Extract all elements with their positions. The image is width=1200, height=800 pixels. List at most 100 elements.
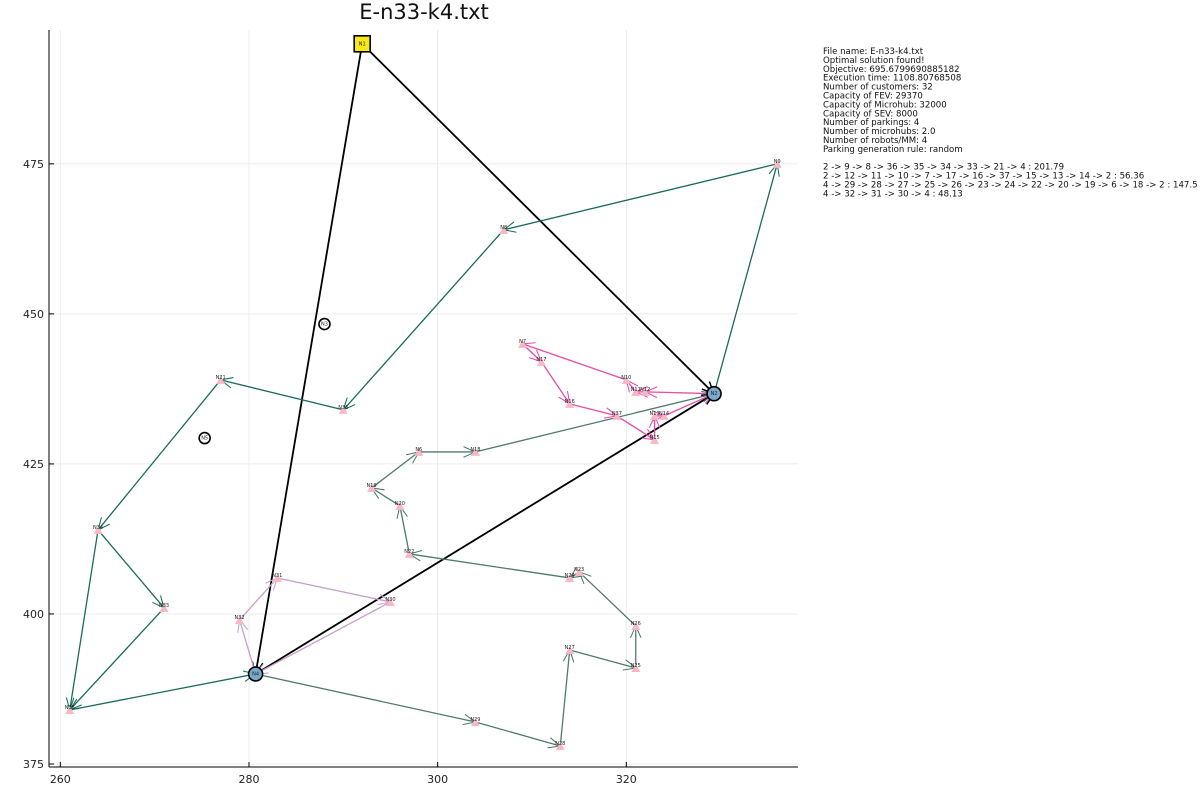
customer-label: N27 — [565, 645, 575, 651]
route-arrowhead — [558, 396, 570, 405]
parking-label: N3 — [321, 322, 328, 328]
route-edge — [69, 529, 99, 711]
microhub-marker — [247, 666, 264, 682]
route-arrowhead — [569, 575, 583, 579]
x-tick-label: 320 — [616, 773, 637, 786]
customer-marker — [93, 525, 103, 534]
customer-marker — [565, 645, 575, 654]
customer-marker — [159, 603, 169, 612]
customer-label: N25 — [631, 663, 641, 669]
parking-label: N5 — [201, 436, 208, 442]
tick-labels: 260 280 300 320 375 400 425 450 475 — [23, 158, 637, 786]
customer-marker — [631, 621, 641, 630]
customer-marker — [565, 573, 575, 582]
customer-marker — [536, 357, 546, 366]
route-arrowhead — [635, 386, 648, 393]
customer-marker — [631, 663, 641, 672]
customer-marker — [235, 615, 245, 624]
info-line: 4 -> 32 -> 31 -> 30 -> 4 : 48.13 — [823, 189, 963, 199]
customer-label: N18 — [470, 447, 480, 453]
customer-marker — [650, 435, 660, 444]
customer-marker — [555, 741, 565, 750]
customer-label: N12 — [640, 387, 650, 393]
customer-label: N9 — [774, 159, 781, 165]
route-arrowhead — [528, 357, 542, 363]
route-edge — [713, 163, 778, 395]
customer-label: N24 — [565, 573, 575, 579]
route-edge — [616, 415, 656, 441]
customer-marker — [470, 447, 480, 456]
route-edge — [559, 649, 571, 747]
route-edge — [254, 392, 715, 675]
depot-marker — [353, 35, 371, 53]
microhub-label: N2 — [711, 391, 718, 397]
y-tick-label: 375 — [23, 758, 44, 771]
info-line: Optimal solution found! — [823, 56, 925, 66]
customer-label: N17 — [536, 357, 546, 363]
customer-marker — [518, 339, 528, 348]
customer-label: N36 — [338, 405, 348, 411]
route-edge — [540, 361, 571, 405]
customer-label: N33 — [159, 603, 169, 609]
customer-label: N22 — [404, 549, 414, 555]
customer-marker — [65, 705, 75, 714]
x-tick-label: 260 — [50, 773, 71, 786]
route-arrowhead — [503, 221, 515, 231]
customer-label: N16 — [565, 399, 575, 405]
customer-marker — [338, 405, 348, 414]
customer-label: N19 — [367, 483, 377, 489]
customer-label: N34 — [93, 525, 103, 531]
customer-label: N7 — [519, 339, 526, 345]
route-edge — [569, 649, 637, 669]
route-edge — [254, 42, 364, 675]
route-arrowhead — [69, 704, 82, 711]
info-line: Capacity of Microhub: 32000 — [823, 100, 947, 110]
route-edge — [370, 451, 420, 489]
route-arrowhead — [343, 404, 356, 411]
route-edge — [220, 379, 344, 411]
y-tick-label: 400 — [23, 608, 44, 621]
customer-label: N23 — [574, 567, 584, 573]
info-line: Number of parkings: 4 — [823, 118, 919, 128]
route-edges — [65, 42, 780, 749]
customer-marker — [272, 573, 282, 582]
route-arrowhead — [644, 386, 658, 393]
route-arrowhead — [464, 713, 476, 723]
customer-label: N8 — [500, 225, 507, 231]
microhub-marker — [706, 385, 722, 402]
customer-label: N13 — [650, 411, 660, 417]
route-arrowhead — [463, 446, 476, 453]
customer-label: N11 — [631, 387, 641, 393]
customer-label: N37 — [612, 411, 622, 417]
customer-marker — [659, 411, 669, 420]
route-edge — [361, 42, 715, 395]
customer-marker — [650, 411, 660, 420]
info-line: 2 -> 9 -> 8 -> 36 -> 35 -> 34 -> 33 -> 2… — [823, 163, 1064, 173]
route-arrowhead — [606, 407, 618, 417]
customer-marker — [621, 375, 631, 384]
parking-marker — [198, 431, 211, 445]
customer-label: N14 — [659, 411, 669, 417]
customer-marker — [404, 549, 414, 558]
customer-marker — [612, 411, 622, 420]
info-line: File name: E-n33-k4.txt — [823, 47, 924, 57]
route-arrowhead — [152, 601, 165, 609]
route-edge — [238, 619, 257, 675]
customer-marker — [395, 501, 405, 510]
route-edge — [663, 393, 715, 417]
customer-marker — [470, 717, 480, 726]
route-edge — [474, 393, 715, 453]
customer-label: N15 — [650, 435, 660, 441]
info-line: Number of microhubs: 2.0 — [823, 127, 935, 137]
customer-label: N32 — [234, 615, 244, 621]
parking-marker — [318, 317, 331, 331]
customer-label: N26 — [631, 621, 641, 627]
grid — [49, 30, 798, 767]
y-tick-label: 475 — [23, 158, 44, 171]
info-line: Capacity of SEV: 8000 — [823, 109, 918, 119]
info-line: 2 -> 12 -> 11 -> 10 -> 7 -> 17 -> 16 -> … — [823, 172, 1144, 182]
info-line: Objective: 695.6799690885182 — [823, 65, 960, 75]
customer-marker — [216, 375, 226, 384]
